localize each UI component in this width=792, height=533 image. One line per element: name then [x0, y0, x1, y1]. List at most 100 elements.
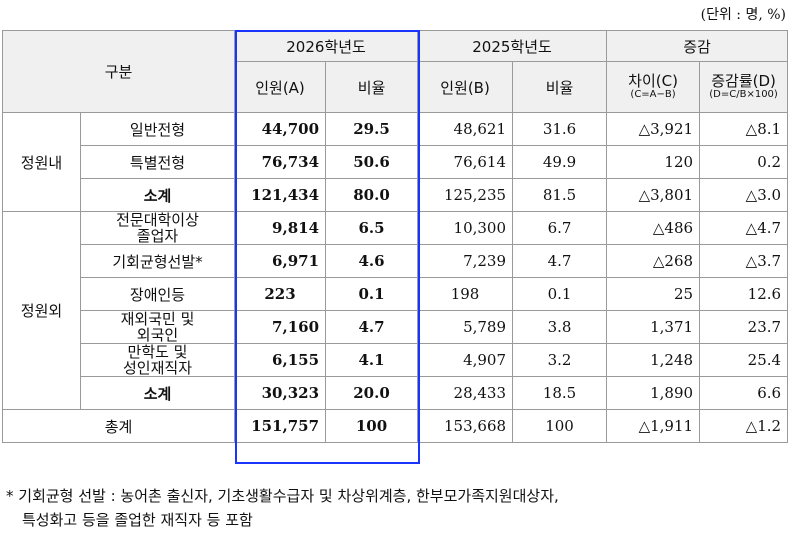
cell-rb: 81.5 — [512, 178, 608, 212]
row-label: 소계 — [79, 178, 236, 212]
footnote: * 기회균형 선발 : 농어촌 출신자, 기초생활수급자 및 차상위계층, 한부… — [6, 484, 790, 532]
cell-a: 44,700 — [234, 112, 327, 146]
cell-c: 1,371 — [606, 310, 701, 344]
cell-d: △3.7 — [699, 244, 789, 278]
table-row: 소계 30,323 20.0 28,433 18.5 1,890 6.6 — [3, 376, 789, 410]
cell-ra: 4.1 — [325, 343, 419, 377]
footnote-line2: 특성화고 등을 졸업한 재직자 등 포함 — [22, 511, 253, 529]
cell-rb: 18.5 — [512, 376, 608, 410]
cell-a: 223 — [234, 277, 327, 311]
cell-rb: 31.6 — [512, 112, 608, 146]
cell-a: 30,323 — [234, 376, 327, 410]
cell-a: 6,155 — [234, 343, 327, 377]
cell-c: 1,248 — [606, 343, 701, 377]
cell-c: △268 — [606, 244, 701, 278]
cell-b: 7,239 — [417, 244, 514, 278]
cell-d: 25.4 — [699, 343, 789, 377]
cell-ra: 4.7 — [325, 310, 419, 344]
header-rate-d: 증감률(D) (D=C/B×100) — [699, 61, 789, 113]
table-row: 정원외 전문대학이상 졸업자 9,814 6.5 10,300 6.7 △486 … — [2, 211, 789, 410]
cell-ra: 0.1 — [325, 277, 419, 311]
cell-rb: 3.2 — [512, 343, 608, 377]
table-row: 특별전형 76,734 50.6 76,614 49.9 120 0.2 — [3, 145, 789, 179]
row-label-line2: 외국인 — [136, 326, 179, 344]
cell-b: 28,433 — [417, 376, 514, 410]
header-category: 구분 — [1, 30, 236, 113]
cell-rb: 49.9 — [512, 145, 608, 179]
cell-rb: 4.7 — [512, 244, 608, 278]
header-2026: 2026학년도 — [234, 30, 419, 62]
footnote-line1: * 기회균형 선발 : 농어촌 출신자, 기초생활수급자 및 차상위계층, 한부… — [6, 487, 559, 505]
cell-ra: 50.6 — [325, 145, 419, 179]
row-label: 전문대학이상 졸업자 — [79, 211, 236, 245]
cell-ra: 29.5 — [325, 112, 419, 146]
cell-b: 48,621 — [417, 112, 514, 146]
cell-a: 121,434 — [234, 178, 327, 212]
cell-d: △1.2 — [699, 409, 789, 443]
cell-c: 1,890 — [606, 376, 701, 410]
cell-b: 5,789 — [417, 310, 514, 344]
cell-c: △3,921 — [606, 112, 701, 146]
table-row: 소계 121,434 80.0 125,235 81.5 △3,801 △3.0 — [3, 178, 789, 212]
header-diff-c: 차이(C) (C=A−B) — [606, 61, 701, 113]
cell-c: △486 — [606, 211, 701, 245]
cell-a: 9,814 — [234, 211, 327, 245]
cell-rb: 0.1 — [512, 277, 608, 311]
cell-rb: 6.7 — [512, 211, 608, 245]
header-ratio-b: 비율 — [512, 61, 608, 113]
cell-ra: 4.6 — [325, 244, 419, 278]
cell-c: 25 — [606, 277, 701, 311]
row-label-line1: 재외국민 및 — [120, 310, 195, 328]
row-label: 소계 — [79, 376, 236, 410]
cell-a: 7,160 — [234, 310, 327, 344]
cell-d: 12.6 — [699, 277, 789, 311]
header-diff-c-label: 차이(C) — [628, 72, 678, 90]
cell-d: 6.6 — [699, 376, 789, 410]
cell-b: 4,907 — [417, 343, 514, 377]
group-inside: 정원내 — [2, 112, 81, 212]
table-row: 장애인등 223 0.1 198 0.1 25 12.6 — [3, 277, 789, 311]
cell-ra: 100 — [325, 409, 419, 443]
cell-a: 151,757 — [234, 409, 327, 443]
cell-d: △4.7 — [699, 211, 789, 245]
group-outside: 정원외 — [2, 211, 81, 410]
row-label: 장애인등 — [79, 277, 236, 311]
row-label-line2: 성인재직자 — [123, 359, 193, 377]
cell-b: 76,614 — [417, 145, 514, 179]
cell-c: △1,911 — [606, 409, 701, 443]
cell-d: △8.1 — [699, 112, 789, 146]
unit-note: (단위 : 명, %) — [700, 7, 786, 23]
row-label: 재외국민 및 외국인 — [79, 310, 236, 344]
header-count-a: 인원(A) — [234, 61, 327, 113]
cell-c: 120 — [606, 145, 701, 179]
row-label-line2: 졸업자 — [136, 227, 179, 245]
cell-ra: 20.0 — [325, 376, 419, 410]
cell-rb: 100 — [512, 409, 608, 443]
grand-total-label: 총계 — [1, 409, 236, 443]
cell-c: △3,801 — [606, 178, 701, 212]
cell-d: 23.7 — [699, 310, 789, 344]
cell-ra: 6.5 — [325, 211, 419, 245]
row-label-line1: 전문대학이상 — [116, 211, 199, 229]
header-rate-d-formula: (D=C/B×100) — [709, 89, 778, 100]
admissions-table: 구분 2026학년도 2025학년도 증감 인원(A) 비율 인원(B) 비율 … — [1, 30, 789, 443]
cell-a: 76,734 — [234, 145, 327, 179]
row-label-line1: 만학도 및 — [127, 343, 188, 361]
table-row: 재외국민 및 외국인 7,160 4.7 5,789 3.8 1,371 23.7 — [3, 310, 789, 344]
cell-b: 125,235 — [417, 178, 514, 212]
row-label: 만학도 및 성인재직자 — [79, 343, 236, 377]
header-2025: 2025학년도 — [417, 30, 608, 62]
row-label: 일반전형 — [79, 112, 236, 146]
table-row: 총계 151,757 100 153,668 100 △1,911 △1.2 — [1, 409, 789, 443]
row-label: 기회균형선발* — [79, 244, 236, 278]
table-row: 만학도 및 성인재직자 6,155 4.1 4,907 3.2 1,248 25.… — [3, 343, 789, 377]
header-diff-c-formula: (C=A−B) — [630, 89, 676, 100]
table-row: 정원내 일반전형 44,700 29.5 48,621 31.6 △3,921 … — [2, 112, 789, 212]
table-row: 기회균형선발* 6,971 4.6 7,239 4.7 △268 △3.7 — [3, 244, 789, 278]
header-change: 증감 — [606, 30, 789, 62]
cell-b: 198 — [417, 277, 514, 311]
header-rate-d-label: 증감률(D) — [711, 72, 776, 90]
cell-ra: 80.0 — [325, 178, 419, 212]
cell-a: 6,971 — [234, 244, 327, 278]
cell-d: △3.0 — [699, 178, 789, 212]
